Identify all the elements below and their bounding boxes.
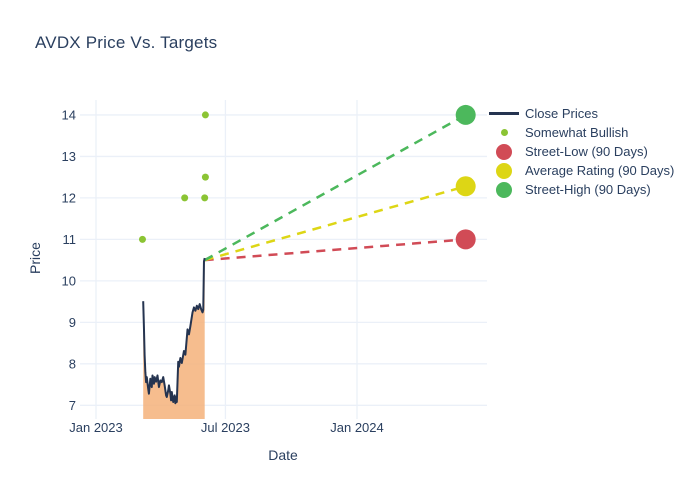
target-projection-line [204,185,467,262]
y-tick-label: 7 [69,398,76,413]
x-tick-label: Jul 2023 [201,420,250,435]
legend-label: Average Rating (90 Days) [525,163,675,178]
close-price-fill [143,258,205,419]
target-marker[interactable] [455,104,476,125]
bullish-rating-dot[interactable] [138,235,146,243]
target-projection-line [204,238,466,262]
street-high-circle-icon [489,181,519,198]
average-rating-circle-icon [489,162,519,179]
target-projection-line [204,113,467,262]
y-tick-label: 14 [62,107,76,122]
legend-item-close-prices[interactable]: Close Prices [489,104,674,123]
bullish-dot-icon [489,129,519,136]
legend-item-average-rating[interactable]: Average Rating (90 Days) [489,161,674,180]
y-tick-label: 13 [62,149,76,164]
bullish-rating-dot[interactable] [181,194,189,202]
legend-label: Somewhat Bullish [525,125,629,140]
x-tick-label: Jan 2023 [69,420,123,435]
target-marker[interactable] [455,229,476,250]
y-tick-label: 12 [62,190,76,205]
close-prices-line-icon [489,112,519,115]
x-tick-label: Jan 2024 [330,420,384,435]
close-price-line [142,257,206,405]
bullish-rating-dot[interactable] [201,173,209,181]
y-tick-label: 8 [69,356,76,371]
chart-title: AVDX Price Vs. Targets [35,33,218,52]
target-marker[interactable] [455,176,476,197]
legend-label: Street-Low (90 Days) [525,144,648,159]
bullish-rating-dot[interactable] [201,194,209,202]
y-tick-label: 10 [62,273,76,288]
bullish-rating-dot[interactable] [201,111,209,119]
legend: Close Prices Somewhat Bullish Street-Low… [489,104,674,199]
x-axis-title: Date [268,447,298,463]
y-tick-label: 9 [69,315,76,330]
legend-item-street-low[interactable]: Street-Low (90 Days) [489,142,674,161]
street-low-circle-icon [489,143,519,160]
legend-label: Close Prices [525,106,598,121]
y-axis-title: Price [27,242,43,274]
y-tick-label: 11 [63,232,77,247]
legend-item-somewhat-bullish[interactable]: Somewhat Bullish [489,123,674,142]
legend-item-street-high[interactable]: Street-High (90 Days) [489,180,674,199]
legend-label: Street-High (90 Days) [525,182,651,197]
